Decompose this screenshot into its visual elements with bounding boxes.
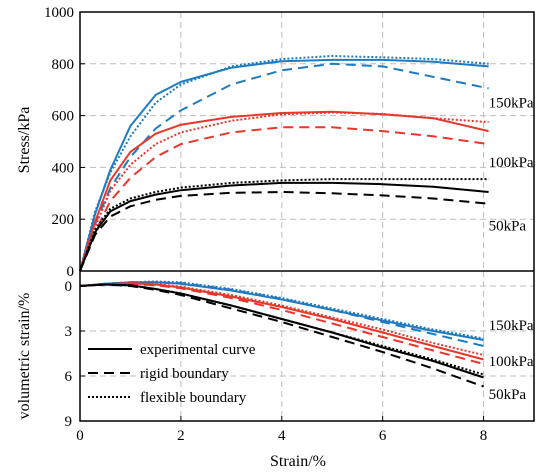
- x-tick-label: 8: [480, 428, 488, 444]
- y-tick-label: 9: [65, 414, 73, 430]
- x-tick-label: 4: [278, 428, 286, 444]
- x-ticks: 0 2 4 6 8: [76, 416, 487, 444]
- volumetric-annotations: 150kPa 100kPa 50kPa: [489, 318, 534, 403]
- series-line-50kPa-flexible-boundary: [79, 178, 489, 272]
- legend-label: rigid boundary: [140, 366, 229, 382]
- y-tick-label: 400: [52, 160, 75, 176]
- x-tick-label: 6: [379, 428, 387, 444]
- legend-label: experimental curve: [140, 342, 256, 358]
- series-line-50kPa-rigid-boundary: [79, 191, 489, 272]
- series-line-150kPa-experimental-curve: [79, 58, 489, 272]
- series-line-150kPa-rigid-boundary: [79, 62, 489, 272]
- pressure-label: 150kPa: [489, 318, 534, 334]
- series-line-150kPa-flexible-boundary: [79, 280, 484, 340]
- y-tick-label: 600: [52, 109, 75, 125]
- legend: experimental curve rigid boundary flexible…: [88, 342, 256, 406]
- series-line-100kPa-rigid-boundary: [79, 126, 489, 272]
- stress-annotations: 150kPa 100kPa 50kPa: [489, 96, 534, 235]
- series-line-100kPa-experimental-curve: [79, 110, 489, 272]
- series-line-50kPa-flexible-boundary: [79, 283, 484, 376]
- x-tick-label: 0: [76, 428, 84, 444]
- series-line-100kPa-flexible-boundary: [79, 111, 489, 272]
- volumetric-y-axis-label: volumetric strain/%: [16, 293, 33, 420]
- outer-frame: [79, 11, 535, 422]
- y-tick-label: 1000: [44, 5, 74, 21]
- y-tick-label: 0: [67, 264, 75, 280]
- stress-gridlines: [80, 12, 534, 271]
- series-line-100kPa-flexible-boundary: [79, 282, 484, 356]
- plot-frame: [79, 11, 535, 422]
- pressure-label: 100kPa: [489, 354, 534, 370]
- volumetric-panel: 0 3 6 9 0 2 4 6 8 150kPa 100kPa 50kPa experimenta…: [16, 271, 534, 470]
- volumetric-series: [79, 280, 484, 388]
- y-tick-label: 200: [52, 212, 75, 228]
- legend-label: flexible boundary: [140, 390, 247, 406]
- pressure-label: 50kPa: [489, 219, 527, 235]
- series-line-100kPa-rigid-boundary: [79, 282, 484, 365]
- y-tick-label: 800: [52, 57, 75, 73]
- pressure-label: 100kPa: [489, 155, 534, 171]
- stress-panel: 0 200 400 600 800 1000 150kPa 100kPa 50kPa Stre…: [16, 5, 534, 280]
- y-tick-label: 6: [65, 369, 73, 385]
- series-line-100kPa-experimental-curve: [79, 282, 484, 361]
- series-line-150kPa-flexible-boundary: [79, 55, 489, 272]
- stress-series: [79, 55, 489, 272]
- series-line-50kPa-experimental-curve: [79, 181, 489, 272]
- pressure-label: 150kPa: [489, 96, 534, 112]
- stress-y-axis-label: Stress/kPa: [16, 107, 33, 174]
- volumetric-y-ticks: 0 3 6 9: [65, 279, 85, 430]
- x-tick-label: 2: [177, 428, 185, 444]
- x-axis-label: Strain/%: [270, 453, 326, 470]
- y-tick-label: 0: [65, 279, 73, 295]
- y-tick-label: 3: [65, 324, 73, 340]
- pressure-label: 50kPa: [489, 387, 527, 403]
- series-line-50kPa-rigid-boundary: [79, 283, 484, 388]
- stress-y-ticks: 0 200 400 600 800 1000: [44, 5, 85, 280]
